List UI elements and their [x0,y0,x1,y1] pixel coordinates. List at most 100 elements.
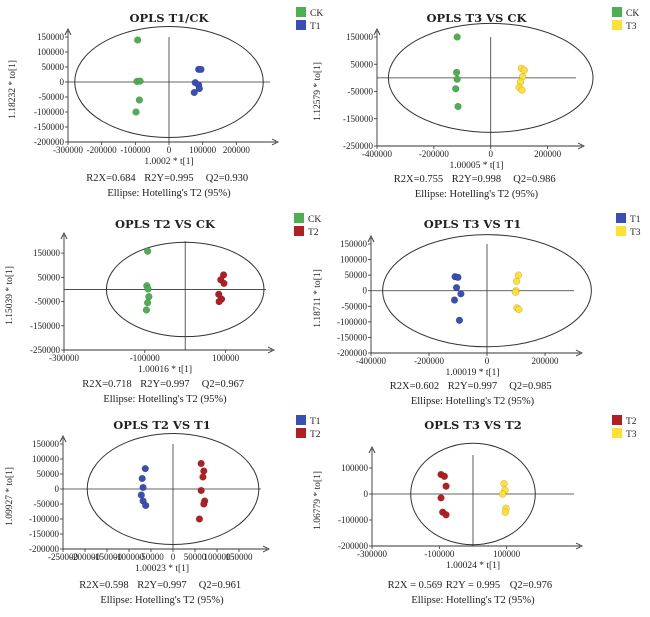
legend-swatch-ck [296,7,306,17]
data-point-t2 [220,279,228,288]
model-stat: R2X=0.598 [79,580,128,591]
x-tick-label: 100000 [493,549,521,559]
data-point-t2 [199,473,207,481]
y-axis-label: 1.09927 * to[1] [5,467,15,526]
data-point-t2 [200,467,208,475]
data-point-ck [144,285,152,293]
hotelling-t2-ellipse [387,22,594,133]
y-tick-label: 50000 [351,59,374,69]
data-point-t2 [440,472,449,480]
x-axis-label: 1.00024 * t[1] [446,561,500,571]
legend-swatch-t2 [294,226,304,236]
data-point-t1 [139,483,147,492]
y-tick-label: -150000 [337,332,367,342]
x-tick-label: -400000 [356,356,386,366]
data-point-ck [452,85,460,93]
x-axis-arrow [267,346,276,354]
x-tick-label: -200000 [414,356,444,366]
model-stat: R2X = 0.569 [388,580,443,591]
x-axis-label: 1.00005 * t[1] [449,161,503,171]
x-tick-label: -100000 [130,353,160,363]
panel-title: OPLS T2 VS T1 [113,418,210,432]
legend-label: CK [310,9,323,19]
opls-panel-1: OPLS T1/CK-300000 -200000 -100000 0 100000 20… [8,7,323,199]
legend-swatch-t3 [612,20,622,30]
y-tick-label: -50000 [39,92,65,102]
data-point-t3 [515,305,523,314]
legend-label: T3 [630,228,641,238]
y-tick-label: -200000 [338,541,368,551]
data-point-t2 [197,459,205,468]
y-tick-label: -100000 [34,107,64,117]
x-axis-arrow [262,545,271,553]
data-point-t1 [450,296,459,304]
x-tick-label: 200000 [534,149,562,159]
hotelling-t2-ellipse [105,241,265,338]
model-stat: Q2=0.985 [509,381,551,392]
x-tick-label: -200000 [87,145,117,155]
opls-panel-2: OPLS T3 VS CK -400000 -200000 0 200000 150000… [313,7,639,200]
panel-title: OPLS T3 VS CK [426,11,527,25]
y-axis-label: 1.06779 * to[1] [313,471,323,530]
y-tick-label: -150000 [30,321,60,331]
model-stat: R2Y=0.995 [144,173,193,184]
y-tick-label: -250000 [343,141,373,151]
y-tick-label: 150000 [32,439,60,449]
model-stat: R2X=0.602 [390,381,439,392]
data-point-ck [136,77,144,85]
x-tick-label: -250000 [48,552,78,562]
model-stat: Q2=0.961 [199,580,241,591]
x-tick-label: -100000 [424,549,454,559]
data-point-t2 [442,511,450,519]
x-tick-label: 100000 [189,145,217,155]
y-tick-label: -50000 [348,87,374,97]
model-stat: R2Y = 0.995 [446,580,500,591]
legend-label: CK [308,215,321,225]
y-tick-label: -100000 [338,515,368,525]
y-axis-arrow [60,231,68,240]
x-tick-label: 150000 [226,552,254,562]
y-tick-label: 50000 [38,272,61,282]
y-axis-label: 1.15039 * to[1] [5,266,15,325]
y-tick-label: -150000 [29,529,59,539]
x-tick-label: -400000 [362,149,392,159]
hotelling-t2-ellipse [74,26,264,138]
x-axis-label: 1.00016 * t[1] [138,365,192,375]
y-tick-label: -150000 [343,114,373,124]
data-point-t1 [457,290,465,298]
data-point-t1 [138,474,146,483]
x-tick-label: -300000 [53,145,83,155]
ellipse-caption: Ellipse: Hotelling's T2 (95%) [103,394,227,405]
y-axis-label: 1.12579 * to[1] [313,62,323,121]
opls-panel-5: OPLS T2 VS T1 -250000-200000 -150000 -10000… [5,415,321,606]
y-tick-label: -50000 [342,301,368,311]
model-stat: R2Y=0.997 [140,379,189,390]
y-tick-label: 0 [363,286,368,296]
y-tick-label: -100000 [29,514,59,524]
model-stat: Q2=0.967 [202,379,244,390]
panel-title: OPLS T3 VS T2 [424,418,521,432]
x-axis-label: 1.00023 * t[1] [135,564,189,574]
x-tick-label: -200000 [70,552,100,562]
y-tick-label: 0 [364,489,369,499]
y-tick-label: -200000 [337,348,367,358]
model-stat: Q2=0.930 [206,173,248,184]
x-tick-label: 0 [488,149,493,159]
hotelling-t2-ellipse [410,442,536,546]
x-tick-label: 100000 [204,552,232,562]
x-tick-label: 100000 [212,353,240,363]
ellipse-caption: Ellipse: Hotelling's T2 (95%) [415,189,539,200]
y-tick-label: -50000 [34,499,60,509]
data-point-ck [143,247,152,255]
panel-title: OPLS T2 VS CK [115,217,216,231]
panel-title: OPLS T1/CK [130,11,210,25]
x-axis-label: 1.0002 * t[1] [144,157,193,167]
model-stat: Q2=0.986 [513,174,555,185]
data-point-t1 [195,84,203,93]
y-axis-label: 1.18711 * to[1] [313,269,323,328]
legend-swatch-t1 [616,213,626,223]
data-point-t2 [200,500,208,508]
y-axis-arrow [368,445,376,454]
legend-swatch-t1 [296,415,306,425]
